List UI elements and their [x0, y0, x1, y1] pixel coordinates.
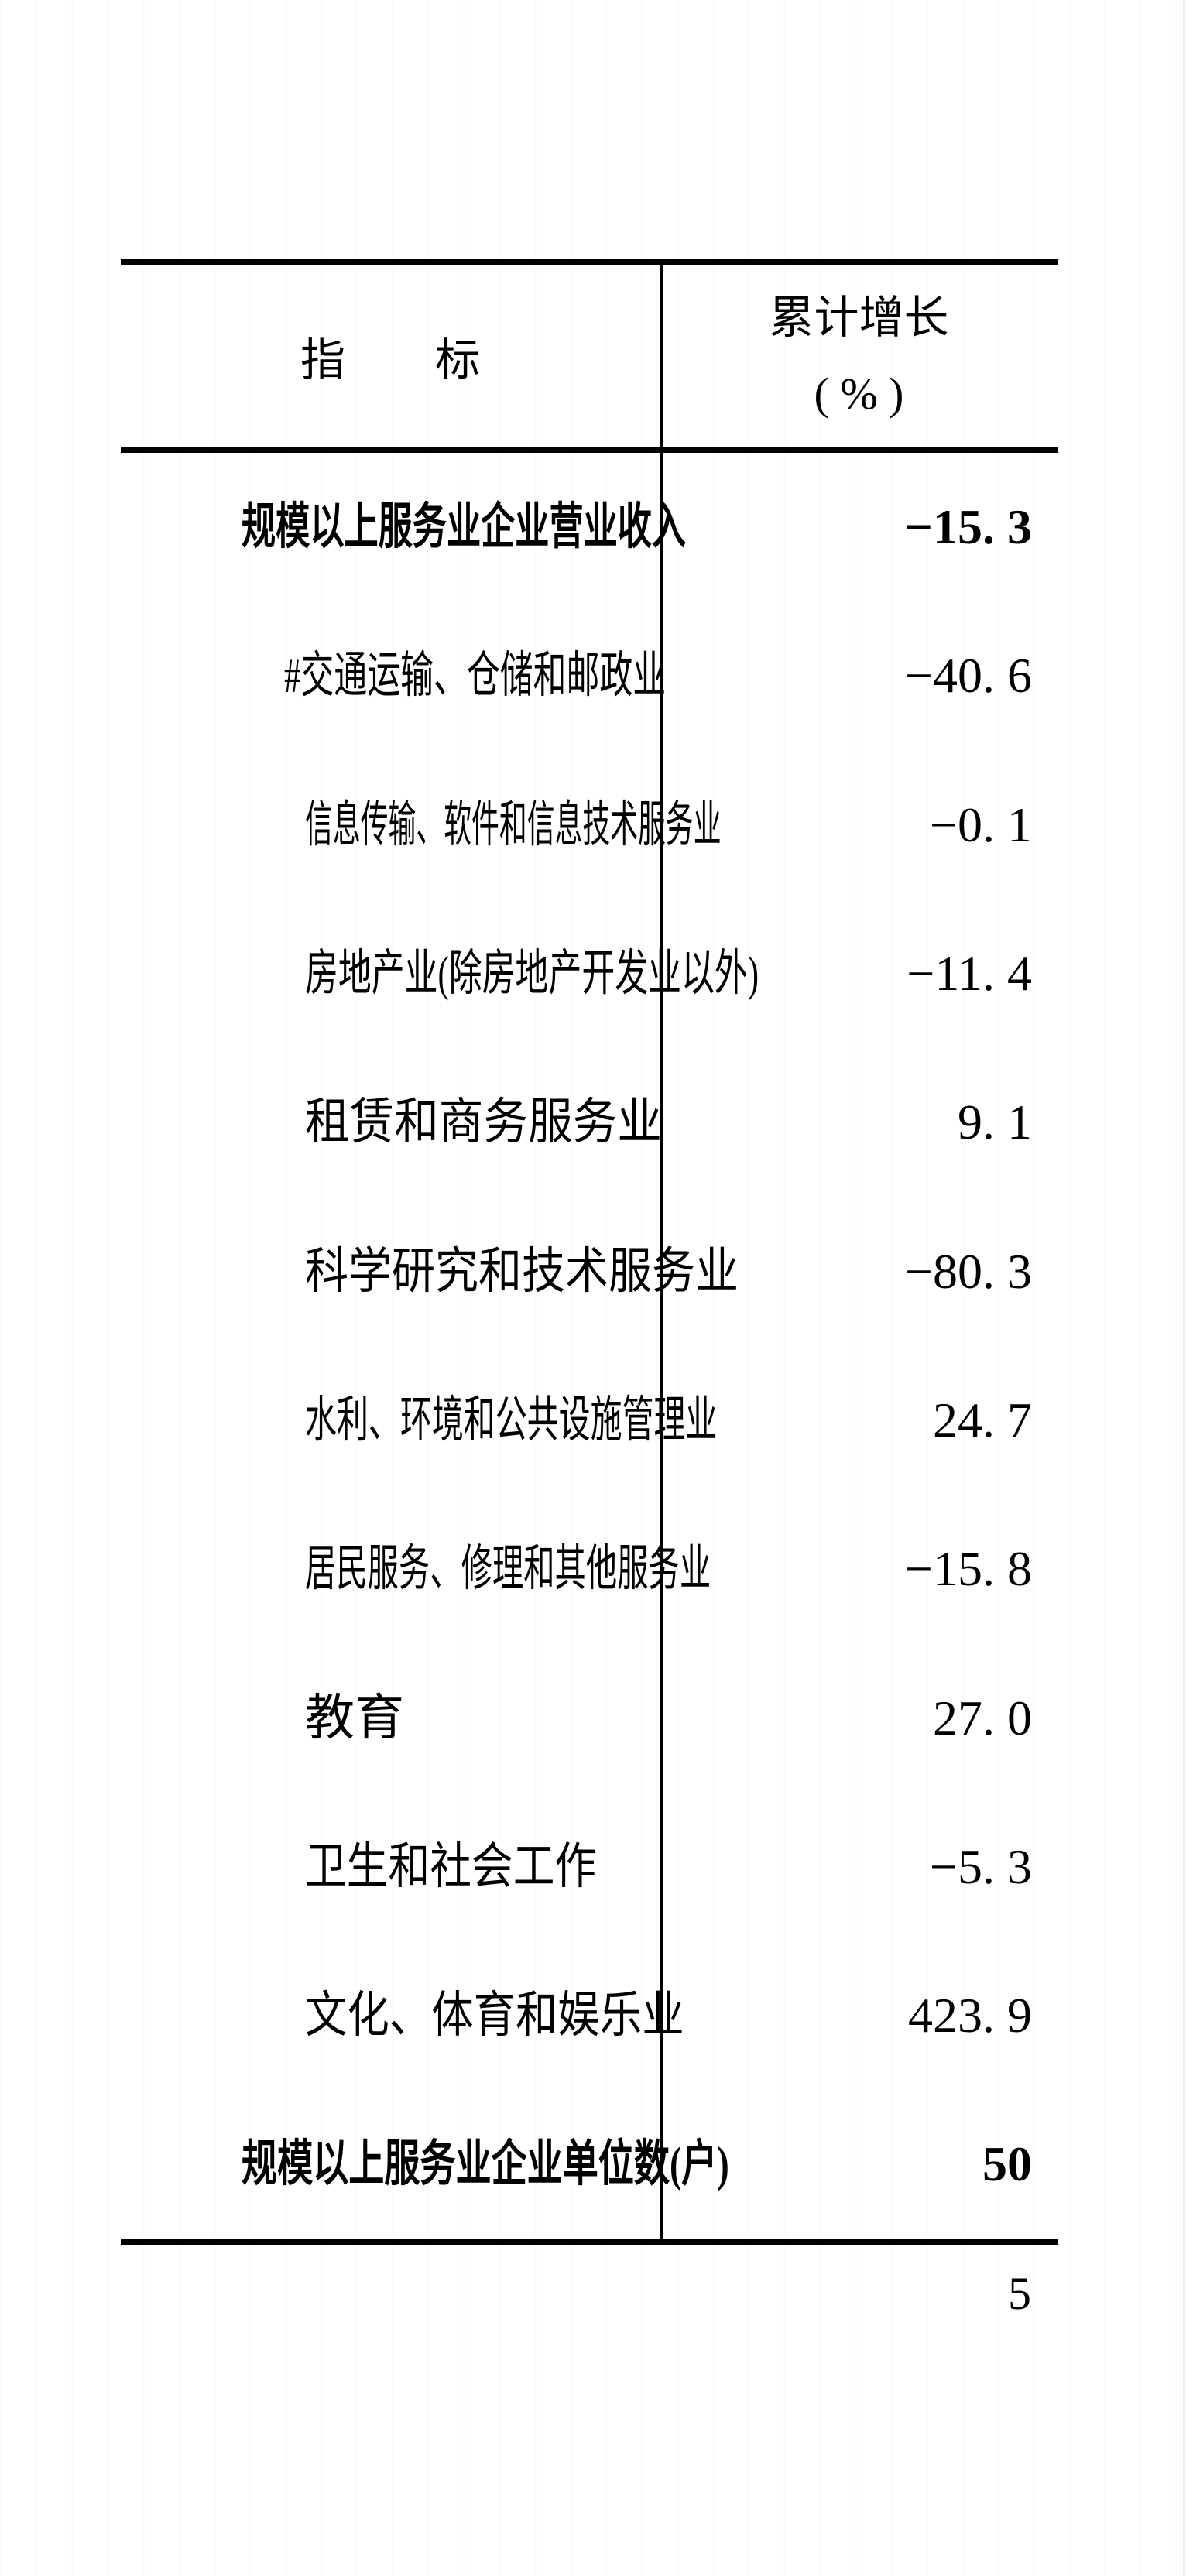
table-row: 信息传输、软件和信息技术服务业 −0. 1 [121, 751, 1058, 899]
table-row: 文化、体育和娱乐业 423. 9 [121, 1941, 1058, 2090]
row-label: 卫生和社会工作 [121, 1793, 660, 1941]
row-label: 居民服务、修理和其他服务业 [121, 1495, 711, 1643]
row-value: 9. 1 [958, 1094, 1032, 1150]
row-label-text: 信息传输、软件和信息技术服务业 [305, 796, 722, 852]
row-label: 规模以上服务业企业营业收入 [121, 453, 686, 601]
row-label: 信息传输、软件和信息技术服务业 [121, 751, 722, 899]
table-header-row: 指 标 累计增长 ( % ) [121, 265, 1058, 453]
row-label-text: 房地产业(除房地产开发业以外) [305, 946, 759, 1002]
row-value: −15. 3 [904, 499, 1032, 555]
row-label: #交通运输、仓储和邮政业 [121, 601, 666, 750]
header-indicator-column: 指 标 [300, 335, 480, 385]
row-label-text: 水利、环境和公共设施管理业 [305, 1392, 718, 1447]
table-column-divider [660, 265, 663, 2239]
row-value: −11. 4 [907, 946, 1032, 1002]
row-label-text: 规模以上服务业企业单位数(户) [242, 2136, 729, 2192]
table-body: 规模以上服务业企业营业收入 −15. 3 #交通运输、仓储和邮政业 −40. 6… [121, 453, 1058, 2239]
row-value: 27. 0 [933, 1690, 1032, 1745]
row-value: −40. 6 [904, 648, 1032, 704]
page-number: 5 [1008, 2268, 1031, 2319]
row-label-text: 规模以上服务业企业营业收入 [242, 499, 687, 555]
row-label: 水利、环境和公共设施管理业 [121, 1346, 717, 1495]
row-value: 50 [982, 2136, 1032, 2192]
header-growth-line1: 累计增长 [769, 293, 949, 343]
table-row: 卫生和社会工作 −5. 3 [121, 1793, 1058, 1941]
row-label-text: #交通运输、仓储和邮政业 [284, 648, 667, 704]
row-value: −80. 3 [904, 1243, 1032, 1299]
table-row: 规模以上服务业企业营业收入 −15. 3 [121, 453, 1058, 601]
row-label-text: 文化、体育和娱乐业 [305, 1988, 684, 2043]
row-value: 423. 9 [908, 1988, 1032, 2043]
row-label-text: 租赁和商务服务业 [305, 1094, 662, 1150]
header-growth-column: 累计增长 ( % ) [660, 265, 1058, 447]
table-row: 科学研究和技术服务业 −80. 3 [121, 1197, 1058, 1345]
row-value: −0. 1 [929, 796, 1032, 852]
row-value: −5. 3 [929, 1838, 1032, 1894]
table-row: 水利、环境和公共设施管理业 24. 7 [121, 1346, 1058, 1495]
indicator-table: 指 标 累计增长 ( % ) 规模以上服务业企业营业收入 −15. 3 #交通运… [121, 259, 1058, 2245]
row-value: 24. 7 [933, 1392, 1032, 1447]
table-row: #交通运输、仓储和邮政业 −40. 6 [121, 601, 1058, 750]
row-label-text: 教育 [305, 1690, 404, 1745]
row-label: 科学研究和技术服务业 [121, 1197, 739, 1346]
row-label: 文化、体育和娱乐业 [121, 1941, 684, 2090]
row-label: 房地产业(除房地产开发业以外) [121, 899, 759, 1048]
row-label-text: 卫生和社会工作 [305, 1838, 597, 1894]
row-label: 规模以上服务业企业单位数(户) [121, 2090, 729, 2239]
table-row: 规模以上服务业企业单位数(户) 50 [121, 2090, 1058, 2239]
table-row: 房地产业(除房地产开发业以外) −11. 4 [121, 899, 1058, 1048]
table-row: 租赁和商务服务业 9. 1 [121, 1048, 1058, 1197]
row-label-text: 科学研究和技术服务业 [305, 1243, 739, 1299]
row-label-text: 居民服务、修理和其他服务业 [305, 1541, 711, 1597]
row-label: 租赁和商务服务业 [121, 1048, 662, 1197]
table-row: 教育 27. 0 [121, 1643, 1058, 1792]
header-growth-unit: ( % ) [814, 368, 904, 419]
row-value: −15. 8 [904, 1541, 1032, 1597]
table-row: 居民服务、修理和其他服务业 −15. 8 [121, 1495, 1058, 1643]
row-label: 教育 [121, 1644, 660, 1793]
